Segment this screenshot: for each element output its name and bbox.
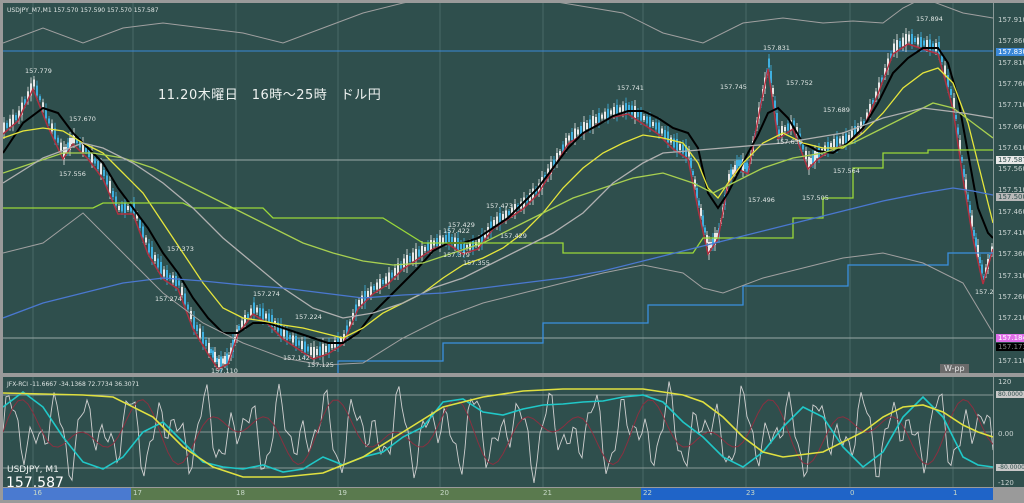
time-axis-label: 17 bbox=[133, 489, 142, 497]
ma-gray-step-line bbox=[3, 107, 993, 319]
step-blue-line bbox=[337, 252, 993, 373]
bollinger-lower-line bbox=[3, 212, 993, 366]
price-annotation: 157.564 bbox=[833, 167, 860, 175]
rci-axis-label: -120 bbox=[998, 479, 1014, 487]
rci-oscillator-pane[interactable]: JFX-RCI -11.6667 -34.1368 72.7734 36.307… bbox=[3, 377, 993, 487]
time-axis-label: 19 bbox=[338, 489, 347, 497]
price-annotation: 157.429 bbox=[500, 232, 527, 240]
rci-axis-label: 120 bbox=[998, 378, 1012, 386]
wpp-button[interactable]: W-pp bbox=[940, 364, 969, 373]
time-axis-label: 18 bbox=[236, 489, 245, 497]
rci-level-tag: 80.0000 bbox=[996, 391, 1024, 398]
price-annotation: 157.274 bbox=[253, 290, 280, 298]
price-annotation: 157.224 bbox=[295, 313, 322, 321]
price-annotation: 157.125 bbox=[307, 361, 334, 369]
price-annotation: 157.429 bbox=[448, 221, 475, 229]
rci-mid-cyan-line bbox=[3, 391, 993, 473]
time-axis-highlight-b bbox=[641, 488, 993, 500]
price-annotation: 157.639 bbox=[776, 138, 803, 146]
rci-canvas bbox=[3, 377, 993, 487]
price-axis-label: 157.510 bbox=[998, 186, 1024, 195]
price-annotation: 157.505 bbox=[802, 194, 829, 202]
price-axis-label: 157.710 bbox=[998, 101, 1024, 110]
current-price: 157.587 bbox=[6, 475, 64, 487]
price-annotation: 157.274 bbox=[155, 295, 182, 303]
price-annotation: 157.745 bbox=[720, 83, 747, 91]
price-chart-canvas bbox=[3, 3, 993, 373]
ma-black-line bbox=[3, 47, 993, 344]
price-annotation: 157.266 bbox=[975, 288, 993, 296]
price-axis-label: 157.560 bbox=[998, 165, 1024, 174]
ma-light-green-line bbox=[3, 102, 993, 266]
price-axis-label: 157.810 bbox=[998, 58, 1024, 67]
rci-axis-label: 0.00 bbox=[998, 430, 1014, 438]
price-annotation: 157.831 bbox=[763, 44, 790, 52]
symbol-label: USDJPY, M1 bbox=[7, 465, 59, 475]
price-axis-label: 157.410 bbox=[998, 229, 1024, 237]
price-annotation: 157.142 bbox=[283, 354, 310, 362]
price-annotation: 157.752 bbox=[786, 79, 813, 87]
rci-label: JFX-RCI -11.6667 -34.1368 72.7734 36.307… bbox=[7, 381, 140, 388]
price-annotation: 157.379 bbox=[443, 251, 470, 259]
price-axis-label: 157.210 bbox=[998, 314, 1024, 323]
price-tag: 157.184 bbox=[996, 334, 1024, 342]
time-axis-label: 20 bbox=[440, 489, 449, 497]
price-annotation: 157.741 bbox=[617, 84, 644, 92]
price-axis-label: 157.460 bbox=[998, 207, 1024, 216]
price-axis-label: 157.310 bbox=[998, 271, 1024, 280]
rci-axis[interactable]: 120 0.00 -120 80.0000 -80.0000 bbox=[993, 377, 1024, 487]
chart-headline: 11.20木曜日 16時～25時 ドル円 bbox=[158, 88, 382, 103]
time-axis-label: 1 bbox=[953, 489, 958, 497]
price-annotation: 157.422 bbox=[443, 227, 470, 235]
price-annotation: 157.689 bbox=[823, 106, 850, 114]
time-axis[interactable]: 16 17 18 19 20 21 22 23 0 1 bbox=[3, 488, 993, 500]
time-axis-label: 22 bbox=[643, 489, 652, 497]
price-axis-label: 157.760 bbox=[998, 79, 1024, 88]
rci-red-line bbox=[3, 399, 993, 466]
time-axis-highlight-a bbox=[3, 488, 131, 500]
price-axis-label: 157.660 bbox=[998, 122, 1024, 131]
price-axis[interactable]: 157.910 157.860 157.810 157.760 157.710 157.6… bbox=[993, 3, 1024, 373]
price-axis-label: 157.360 bbox=[998, 250, 1024, 259]
ma-blue-line bbox=[3, 187, 993, 319]
price-tag: 157.500 bbox=[996, 193, 1024, 201]
price-annotation: 157.355 bbox=[463, 259, 490, 267]
price-axis-label: 157.260 bbox=[998, 292, 1024, 301]
price-annotation: 157.496 bbox=[748, 196, 775, 204]
price-annotation: 157.473 bbox=[486, 202, 513, 210]
price-tag: 157.587 bbox=[996, 156, 1024, 164]
rci-level-tag: -80.0000 bbox=[996, 464, 1024, 471]
price-axis-label: 157.910 bbox=[998, 16, 1024, 24]
price-annotation: 157.779 bbox=[25, 67, 52, 75]
rci-long-yellow-line bbox=[3, 388, 993, 478]
time-axis-label: 16 bbox=[33, 489, 42, 497]
time-axis-label: 23 bbox=[746, 489, 755, 497]
price-axis-label: 157.860 bbox=[998, 37, 1024, 46]
price-tag: 157.173 bbox=[996, 343, 1024, 351]
time-axis-label: 21 bbox=[543, 489, 552, 497]
time-axis-label: 0 bbox=[850, 489, 855, 497]
chart-title-label: USDJPY_M7,M1 157.570 157.590 157.570 157… bbox=[7, 7, 159, 14]
price-annotation: 157.556 bbox=[59, 170, 86, 178]
price-annotation: 157.110 bbox=[211, 367, 238, 373]
price-chart-pane[interactable]: USDJPY_M7,M1 157.570 157.590 157.570 157… bbox=[3, 3, 993, 373]
price-annotation: 157.894 bbox=[916, 15, 943, 23]
price-axis-label: 157.610 bbox=[998, 143, 1024, 152]
bollinger-upper-line bbox=[3, 3, 993, 44]
price-axis-label: 157.110 bbox=[998, 356, 1024, 365]
price-tag: 157.830 bbox=[996, 48, 1024, 56]
rci-white-line bbox=[3, 381, 993, 484]
price-annotation: 157.670 bbox=[69, 115, 96, 123]
price-annotation: 157.373 bbox=[167, 245, 194, 253]
